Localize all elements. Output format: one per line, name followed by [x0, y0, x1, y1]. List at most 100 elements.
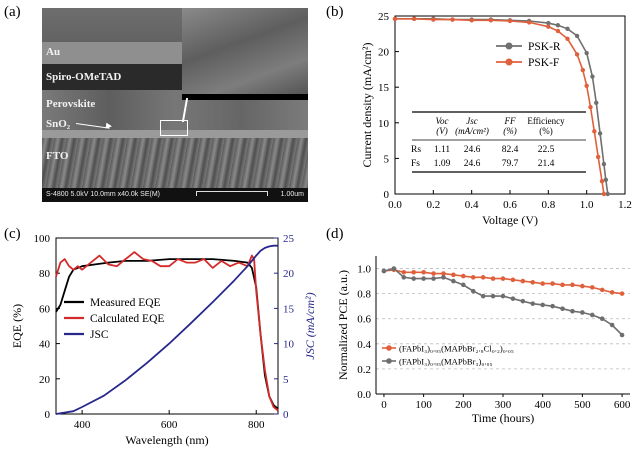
chart-c-y2tick-label: 5 [283, 374, 289, 386]
chart-d-series-2-point [560, 306, 565, 311]
chart-d-series-2-point [490, 293, 496, 299]
chart-b-ytick-label: 20 [378, 47, 390, 59]
chart-b-series-1-point [584, 50, 589, 56]
chart-b-xtick-label: 0.6 [503, 199, 517, 211]
chart-d-series-2-point [510, 296, 516, 301]
chart-d-series-1-point [550, 281, 555, 286]
chart-b-xtick-label: 1.0 [580, 199, 594, 211]
sem-info-bar: S-4800 5.0kV 10.0mm x40.0k SE(M) 1.00um [42, 188, 308, 202]
chart-b-table-cell: Rs [411, 145, 421, 155]
chart-c: 400 600 800 0 20 40 60 80 100 0 5 10 15 20 25 Wavelengt… [10, 233, 317, 447]
chart-b-series-2-point [555, 28, 561, 34]
chart-c-xtick-label: 400 [74, 419, 91, 431]
chart-c-legend-label: JSC [90, 329, 109, 341]
chart-b-series-2-point [599, 178, 605, 184]
chart-d-series-1-point [490, 276, 496, 281]
chart-b-legend-label: PSK-R [528, 41, 561, 53]
chart-b-series-2-point [595, 154, 601, 160]
chart-d-series-1-point [609, 290, 615, 295]
chart-d-xtick-label: 500 [574, 399, 591, 411]
chart-d-series-1-point [619, 291, 625, 296]
chart-d-series-2-point [500, 293, 506, 299]
chart-d-series-1-point [461, 273, 466, 279]
chart-d-ylabel: Normalized PCE (a.u.) [336, 270, 350, 380]
layer-label-perovskite: Perovskite [46, 98, 96, 110]
chart-c-ytick-label: 60 [39, 303, 51, 315]
chart-d-xtick-label: 200 [455, 399, 472, 411]
chart-c-ylabel: EQE (%) [10, 304, 24, 348]
chart-d-series-1-point [510, 277, 516, 283]
chart-d-ytick-label: 0.2 [357, 364, 371, 376]
chart-b-table-cell: 24.6 [464, 159, 481, 169]
chart-b-ylabel: Current density (mA/cm²) [360, 43, 374, 168]
chart-b-xtick-label: 0.8 [541, 199, 555, 211]
inset-scale-bar [182, 94, 308, 100]
chart-d-series-2-point [401, 275, 407, 280]
chart-b-ytick-label: 5 [384, 153, 390, 165]
chart-b-series-1-point [555, 23, 561, 28]
chart-b-xtick-label: 0.2 [426, 199, 440, 211]
chart-d-ytick-label: 0.0 [357, 389, 371, 401]
panel-label-a: (a) [4, 4, 21, 20]
chart-d-ytick-label: 1.0 [357, 264, 371, 276]
chart-d-xtick-label: 400 [534, 399, 551, 411]
chart-d-series-1-point [421, 270, 426, 275]
chart-d-series-1-point [540, 281, 545, 286]
chart-d-ytick-label: 0.4 [357, 339, 371, 351]
chart-b-legend-label: PSK-F [528, 57, 559, 69]
chart-d-series-2-point [520, 298, 526, 304]
chart-d-series-1-point [441, 271, 446, 276]
chart-d-series-2-point [570, 308, 575, 314]
chart-c-y2tick-label: 20 [283, 268, 295, 280]
chart-c-xtick-label: 600 [161, 419, 178, 431]
sno2-layer [42, 130, 308, 138]
chart-c-xtick-label: 800 [248, 419, 265, 431]
chart-d-series-2-point [540, 302, 545, 308]
chart-b-table-cell: Fs [411, 159, 420, 169]
chart-b-ytick-label: 15 [378, 82, 390, 94]
chart-c-xlabel: Wavelength (nm) [125, 433, 208, 447]
chart-b-table-header: Voc (V) [436, 116, 449, 136]
chart-d-legend-label: (FAPbI₃)₀.₉₅(MAPbBr₃)₀.₀₅ [399, 357, 493, 367]
chart-c-y2tick-label: 15 [283, 303, 295, 315]
chart-c-y2tick-label: 10 [283, 339, 295, 351]
layer-label-sno2: SnO₂ [46, 118, 71, 130]
sem-scale-text: 1.00um [280, 191, 304, 198]
chart-b-series-2-point [469, 18, 474, 23]
chart-b-xlabel: Voltage (V) [482, 213, 538, 227]
chart-c-ytick-label: 20 [39, 374, 51, 386]
chart-b-xtick-label: 0.4 [465, 199, 479, 211]
chart-d-xtick-label: 0 [381, 399, 387, 411]
chart-b-table-cell: 21.4 [538, 159, 555, 169]
chart-d-legend-marker [386, 358, 392, 364]
chart-d-series-1-point [560, 282, 565, 288]
chart-b-ytick-label: 0 [384, 189, 390, 201]
chart-c-frame [55, 237, 279, 415]
chart-d-series-2-point [599, 316, 605, 322]
panel-label-b: (b) [326, 4, 344, 20]
chart-b-series-2-point [431, 17, 436, 22]
chart-b-table-cell: 1.09 [434, 159, 451, 169]
layer-label-au: Au [46, 46, 61, 58]
chart-d-xlabel: Time (hours) [472, 411, 535, 425]
chart-b-series-1-point [574, 33, 580, 39]
chart-b-series-1-point [594, 100, 599, 106]
chart-d-legend-marker [386, 345, 392, 351]
chart-b-ytick-label: 25 [378, 11, 390, 23]
chart-b-series-2-point [488, 18, 494, 23]
chart-d-series-2-point [530, 301, 536, 306]
chart-d-series-2-point [580, 310, 585, 315]
sem-zoom-inset [182, 8, 308, 100]
chart-d-series-line-1 [383, 268, 623, 295]
panel-label-c: (c) [4, 226, 21, 242]
chart-b-series-2-point [601, 191, 607, 197]
chart-b-series-1-point [605, 191, 610, 197]
chart-b-ytick-label: 10 [378, 118, 390, 130]
chart-d-series-2-point [391, 266, 397, 271]
sem-scale-ruler [196, 191, 268, 196]
chart-d-series-2-point [421, 276, 426, 281]
chart-b-table-cell: 24.6 [464, 145, 481, 155]
chart-b-series-2-point [584, 83, 589, 88]
chart-d-xtick-label: 100 [415, 399, 432, 411]
chart-d-series-1-point [570, 282, 575, 288]
